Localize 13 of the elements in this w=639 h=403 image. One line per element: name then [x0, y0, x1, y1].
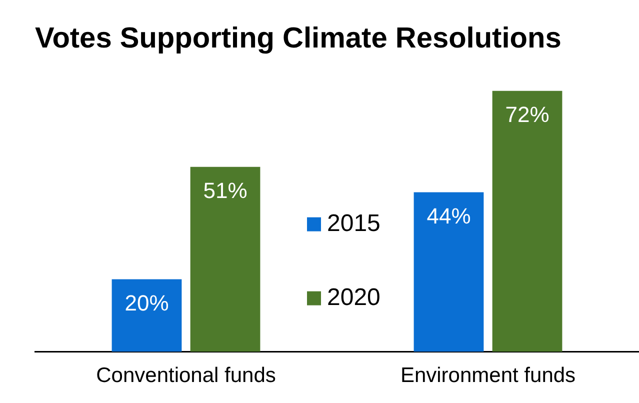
bar: [492, 90, 562, 352]
bar: [190, 166, 260, 352]
data-label: 51%: [203, 178, 248, 203]
bar: [112, 279, 182, 352]
legend-label: 2020: [327, 284, 380, 311]
data-label: 72%: [505, 102, 550, 127]
x-tick-label: Environment funds: [400, 364, 576, 388]
chart-title: Votes Supporting Climate Resolutions: [35, 22, 562, 54]
x-tick-label: Conventional funds: [96, 364, 276, 388]
data-label: 44%: [426, 203, 471, 228]
bar: [414, 192, 484, 352]
data-label: 20%: [124, 290, 169, 316]
legend-label: 2015: [327, 210, 380, 237]
